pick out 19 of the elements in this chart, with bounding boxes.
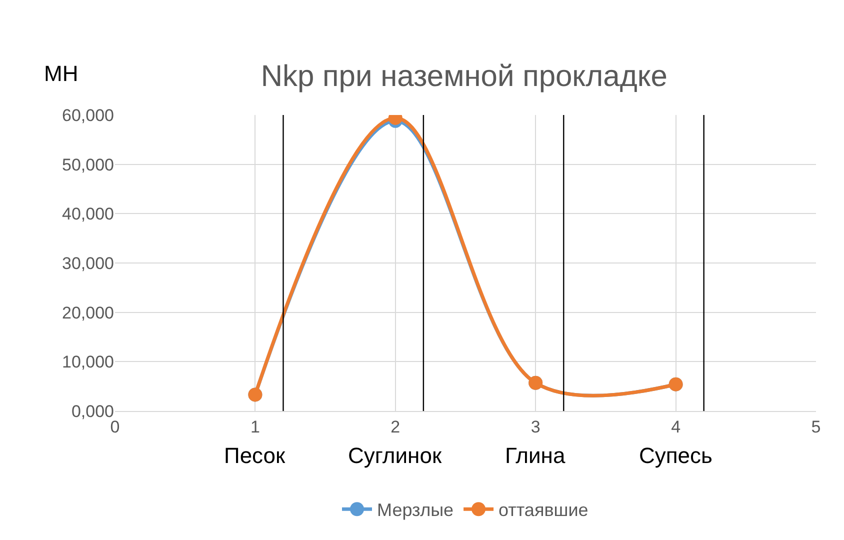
y-tick-label: 40,000	[62, 204, 114, 224]
y-tick-label: 20,000	[62, 303, 114, 322]
y-tick-label: 30,000	[62, 254, 114, 273]
y-tick-label: 50,000	[62, 155, 114, 174]
legend-label: оттаявшие	[498, 500, 588, 520]
y-axis-title: МН	[44, 61, 78, 86]
y-tick-label: 60,000	[62, 106, 114, 125]
text: Супесь	[639, 443, 712, 468]
legend-label: Мерзлые	[377, 500, 454, 520]
y-tick-label: 10,000	[62, 352, 114, 372]
x-tick-label: 4	[671, 417, 681, 436]
x-tick-label: 2	[390, 417, 400, 436]
x-tick-label: 1	[250, 417, 260, 436]
text: Глина	[505, 443, 566, 468]
x-tick-label: 5	[811, 417, 821, 436]
text: Песок	[224, 443, 286, 468]
x-tick-label: 3	[530, 417, 540, 436]
text: Суглинок	[348, 443, 442, 468]
chart-title: Nkр при наземной прокладке	[260, 60, 668, 94]
